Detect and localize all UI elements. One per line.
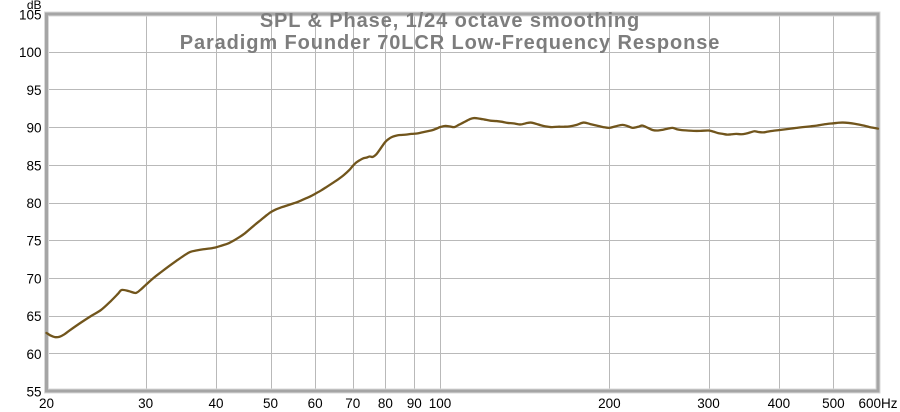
y-tick-label: 105 [19, 8, 42, 23]
y-tick-label: 100 [19, 45, 42, 60]
y-tick-label: 60 [26, 347, 41, 362]
x-tick-label: 30 [138, 396, 153, 411]
x-tick-label: 50 [263, 396, 278, 411]
x-tick-label: 70 [345, 396, 360, 411]
x-tick-label: 20 [39, 396, 54, 411]
y-tick-label: 55 [26, 385, 41, 400]
y-tick-label: 85 [26, 158, 41, 173]
x-tick-label: 40 [208, 396, 223, 411]
x-tick-label: 100 [429, 396, 452, 411]
y-axis-unit-label: dB [27, 0, 42, 12]
y-tick-label: 75 [26, 234, 41, 249]
plot-border-bevel [44, 11, 881, 394]
x-tick-label: 90 [407, 396, 422, 411]
x-tick-label: 300 [697, 396, 720, 411]
y-tick-label: 70 [26, 271, 41, 286]
y-tick-label: 95 [26, 83, 41, 98]
x-tick-label: 500 [822, 396, 845, 411]
y-tick-label: 90 [26, 121, 41, 136]
x-tick-label: 80 [378, 396, 393, 411]
y-tick-label: 65 [26, 309, 41, 324]
x-tick-label: 400 [768, 396, 791, 411]
spl-response-curve [45, 116, 880, 339]
plot-border [45, 12, 880, 393]
x-tick-label: 600Hz [858, 396, 897, 411]
x-tick-label: 60 [308, 396, 323, 411]
y-tick-label: 80 [26, 196, 41, 211]
x-tick-label: 200 [598, 396, 621, 411]
